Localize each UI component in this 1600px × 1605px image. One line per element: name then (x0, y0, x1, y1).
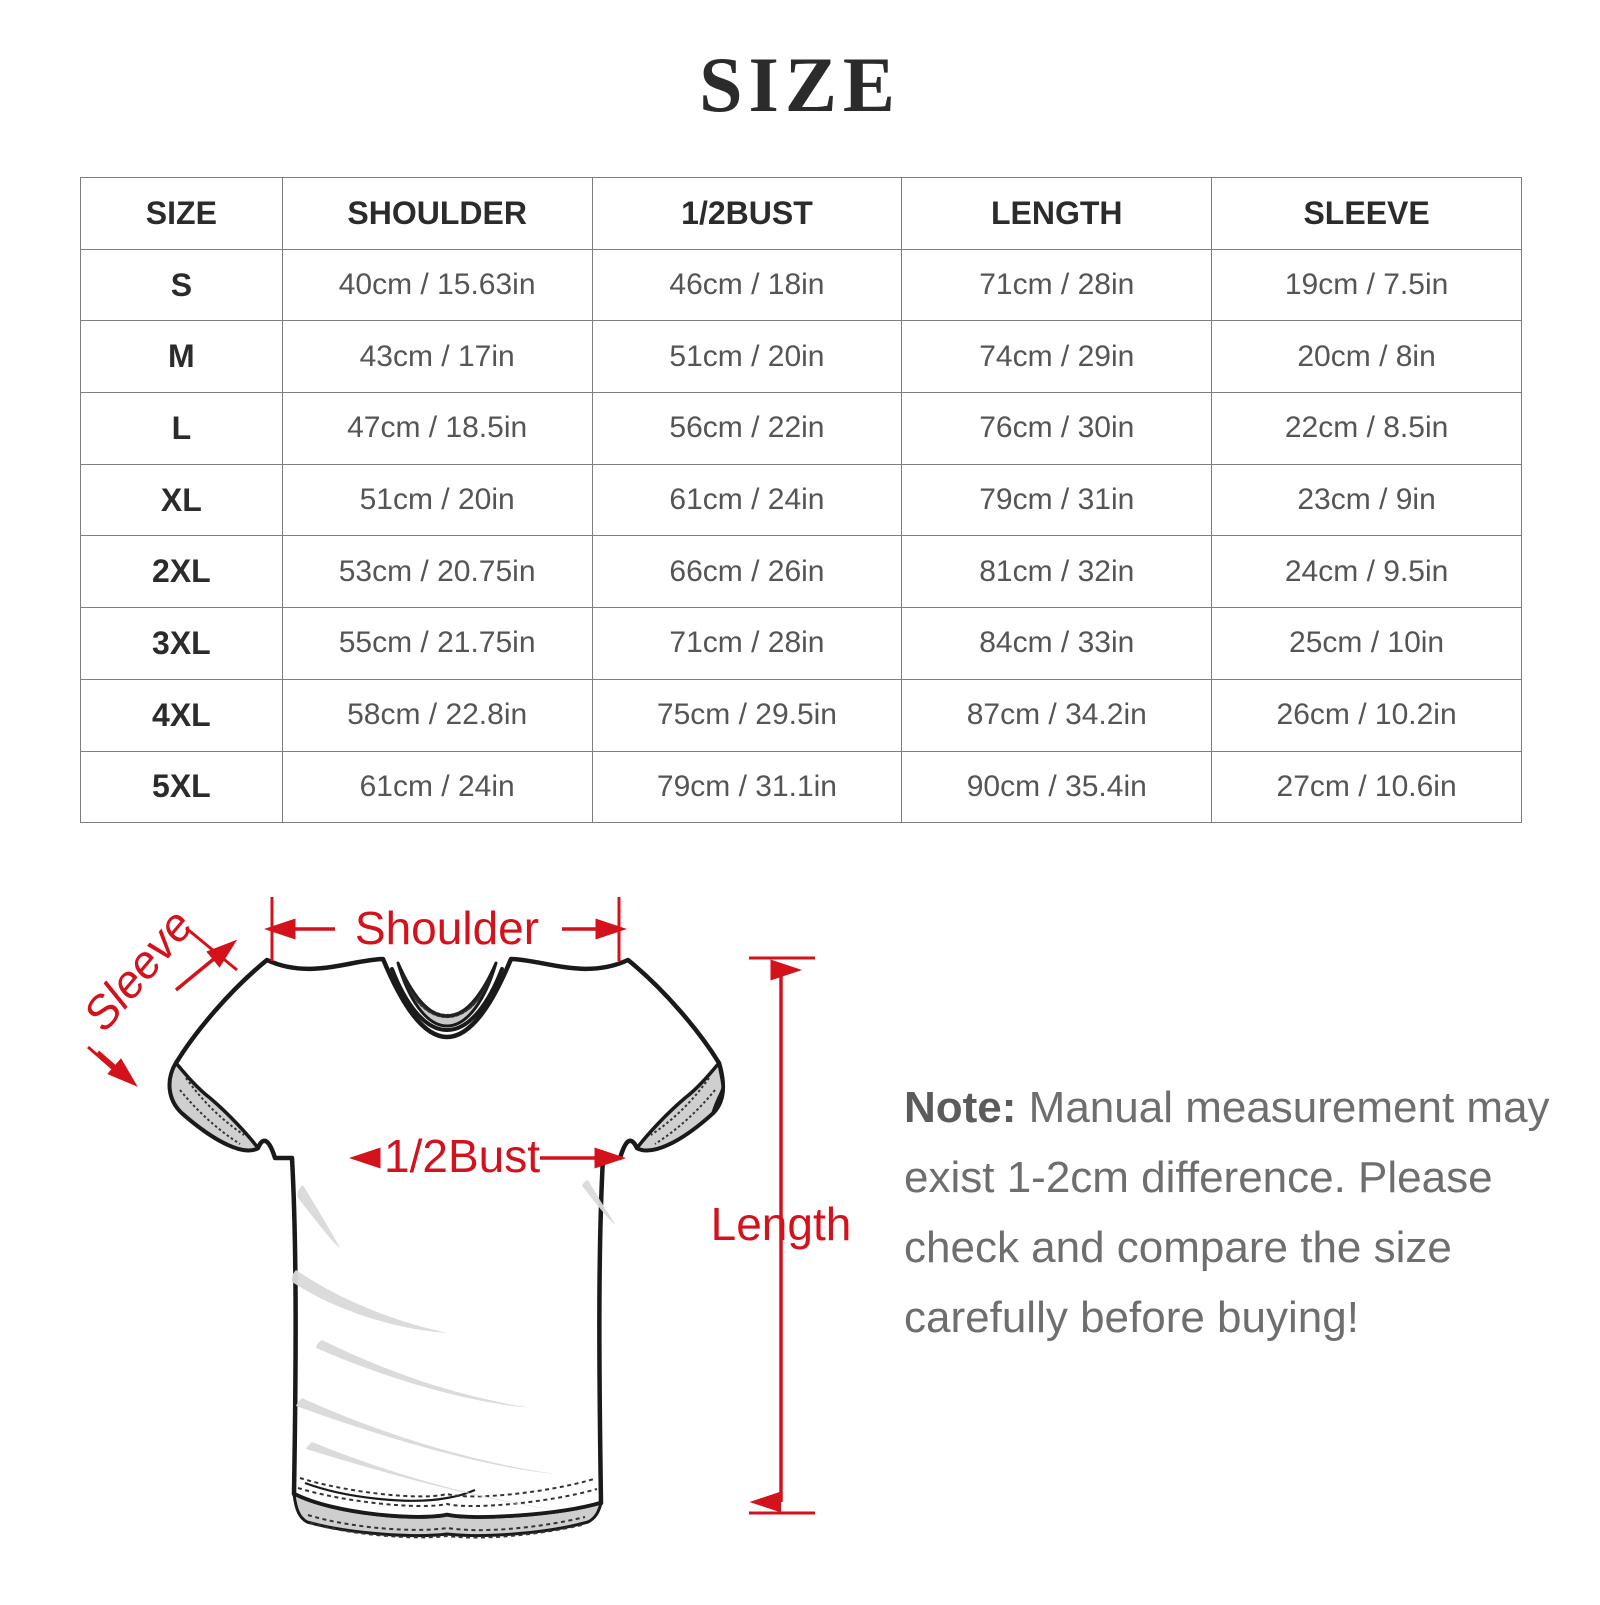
svg-text:1/2Bust: 1/2Bust (384, 1130, 540, 1182)
svg-text:Sleeve: Sleeve (73, 899, 203, 1040)
svg-text:Shoulder: Shoulder (355, 902, 539, 954)
svg-text:Length: Length (711, 1198, 852, 1250)
